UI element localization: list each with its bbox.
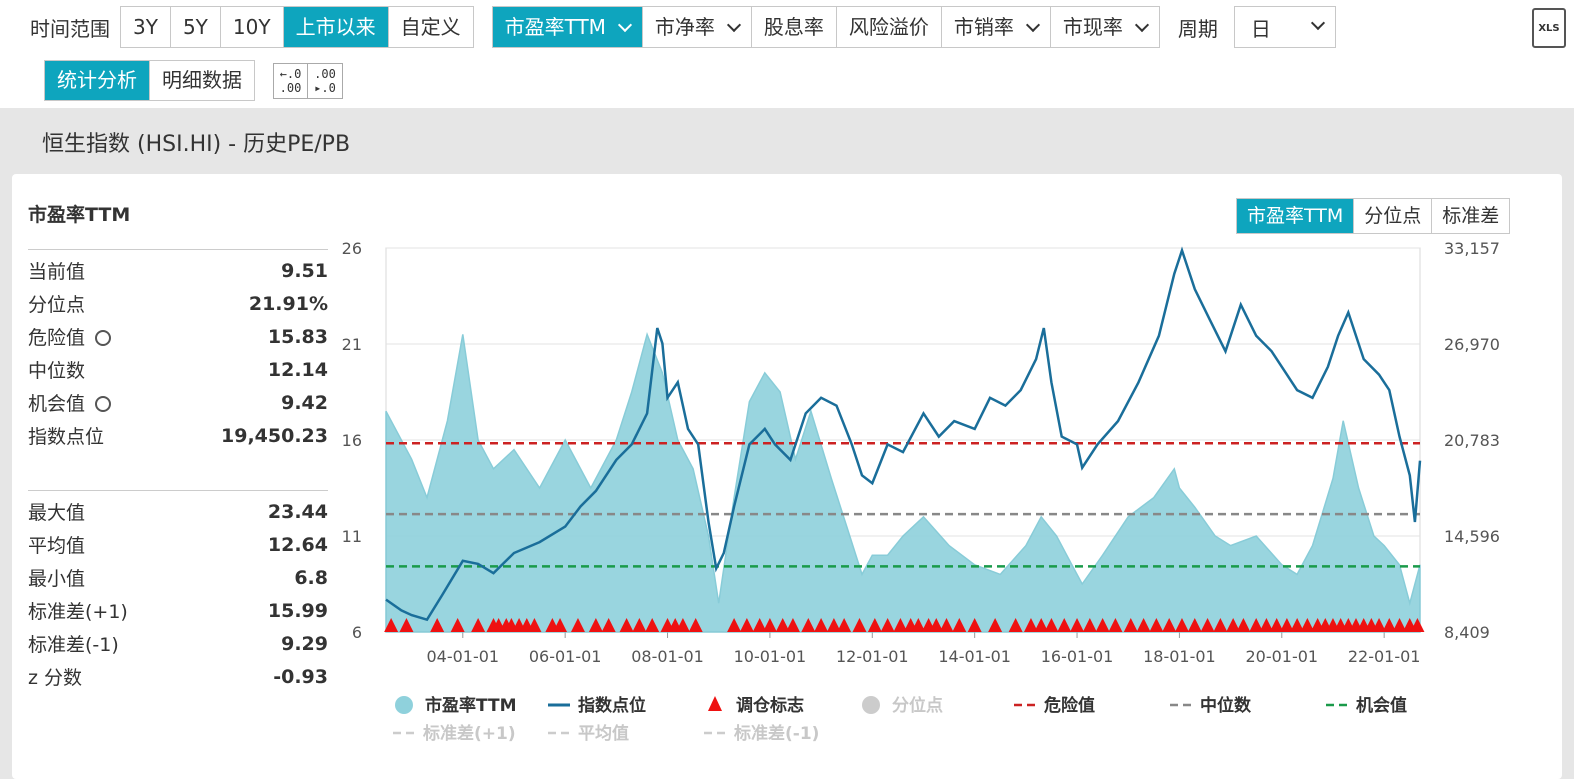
stat-label: 当前值 bbox=[28, 261, 86, 283]
chevron-down-icon bbox=[617, 17, 632, 33]
stat-row: 机会值 9.42 bbox=[28, 386, 328, 419]
tab-percentile[interactable]: 分位点 bbox=[1354, 199, 1433, 233]
range-custom-button[interactable]: 自定义 bbox=[388, 7, 473, 47]
divider bbox=[28, 490, 328, 491]
chart-mode-tabs: 市盈率TTM 分位点 标准差 bbox=[1236, 198, 1511, 234]
chevron-down-icon bbox=[1025, 17, 1040, 33]
range-5y-button[interactable]: 5Y bbox=[170, 7, 221, 47]
stats-title: 市盈率TTM bbox=[28, 204, 131, 226]
stats-group-current: 当前值 9.51 分位点 21.91% 危险值 15.83 中位数 12.14 机会值 9.42 指… bbox=[28, 254, 328, 452]
stat-row: 平均值 12.64 bbox=[28, 528, 328, 561]
metric-risk-premium-button[interactable]: 风险溢价 bbox=[836, 7, 942, 47]
stat-label: 最小值 bbox=[28, 568, 86, 590]
range-since-listing-button[interactable]: 上市以来 bbox=[283, 7, 389, 47]
toolbar-row-1: 时间范围 3Y 5Y 10Y 上市以来 自定义 市盈率TTM 市净率 股息率 风… bbox=[30, 6, 1336, 48]
chevron-down-icon bbox=[726, 17, 741, 33]
increase-decimal-icon[interactable]: .00 ▸.0 bbox=[314, 66, 336, 95]
stat-value: 9.51 bbox=[281, 259, 328, 282]
stat-value: 15.99 bbox=[267, 599, 328, 622]
stat-row: 指数点位 19,450.23 bbox=[28, 419, 328, 452]
stat-value: -0.93 bbox=[273, 665, 328, 688]
page-title: 恒生指数 (HSI.HI) - 历史PE/PB bbox=[42, 132, 351, 157]
view-details-button[interactable]: 明细数据 bbox=[150, 61, 254, 100]
metric-pe-ttm-button[interactable]: 市盈率TTM bbox=[492, 7, 643, 47]
range-selector: 3Y 5Y 10Y 上市以来 自定义 bbox=[120, 6, 474, 48]
view-selector: 统计分析 明细数据 bbox=[44, 60, 255, 101]
stat-value: 15.83 bbox=[267, 325, 328, 348]
decimal-buttons: ←.0.00 .00 ▸.0 bbox=[273, 62, 343, 99]
view-statistics-button[interactable]: 统计分析 bbox=[45, 61, 150, 100]
stat-label: 危险值 bbox=[28, 327, 86, 349]
stat-label: z 分数 bbox=[28, 667, 83, 689]
period-label: 周期 bbox=[1177, 16, 1218, 41]
stat-value: 23.44 bbox=[267, 500, 328, 523]
stat-row: 最大值 23.44 bbox=[28, 495, 328, 528]
stat-label: 最大值 bbox=[28, 502, 86, 524]
stats-group-summary: 最大值 23.44 平均值 12.64 最小值 6.8 标准差(+1) 15.99 标准差(-1… bbox=[28, 495, 328, 693]
metric-pb-button[interactable]: 市净率 bbox=[642, 7, 752, 47]
stat-label: 标准差(+1) bbox=[28, 601, 128, 623]
stat-label: 平均值 bbox=[28, 535, 86, 557]
gear-icon[interactable] bbox=[95, 330, 112, 346]
chevron-down-icon bbox=[1134, 17, 1149, 33]
stat-value: 6.8 bbox=[294, 566, 328, 589]
stat-label: 中位数 bbox=[28, 360, 86, 382]
stat-value: 12.64 bbox=[267, 533, 328, 556]
divider bbox=[28, 249, 328, 250]
stat-row: 分位点 21.91% bbox=[28, 287, 328, 320]
metric-selector: 市盈率TTM 市净率 股息率 风险溢价 市销率 市现率 bbox=[491, 6, 1160, 48]
tab-pe-ttm[interactable]: 市盈率TTM bbox=[1237, 199, 1355, 233]
toolbar: 时间范围 3Y 5Y 10Y 上市以来 自定义 市盈率TTM 市净率 股息率 风… bbox=[0, 0, 1574, 108]
stat-row: z 分数 -0.93 bbox=[28, 660, 328, 693]
stat-value: 9.29 bbox=[281, 632, 328, 655]
stat-value: 12.14 bbox=[267, 358, 328, 381]
stat-row: 危险值 15.83 bbox=[28, 320, 328, 353]
gear-icon[interactable] bbox=[95, 396, 112, 412]
stat-row: 标准差(+1) 15.99 bbox=[28, 594, 328, 627]
decrease-decimal-icon[interactable]: ←.0.00 bbox=[274, 63, 308, 98]
stat-row: 标准差(-1) 9.29 bbox=[28, 627, 328, 660]
stat-value: 19,450.23 bbox=[221, 424, 328, 447]
stat-value: 21.91% bbox=[248, 292, 328, 315]
chevron-down-icon bbox=[1310, 15, 1325, 31]
toolbar-row-2: 统计分析 明细数据 ←.0.00 .00 ▸.0 bbox=[44, 60, 343, 101]
stat-label: 机会值 bbox=[28, 393, 86, 415]
stats-panel: 市盈率TTM 当前值 9.51 分位点 21.91% 危险值 15.83 中位数 12.14 机… bbox=[28, 200, 328, 693]
metric-dividend-button[interactable]: 股息率 bbox=[751, 7, 837, 47]
range-label: 时间范围 bbox=[30, 16, 110, 41]
range-10y-button[interactable]: 10Y bbox=[220, 7, 284, 47]
stat-label: 指数点位 bbox=[28, 426, 105, 448]
stat-row: 中位数 12.14 bbox=[28, 353, 328, 386]
stat-label: 标准差(-1) bbox=[28, 634, 119, 656]
period-select[interactable]: 日 bbox=[1233, 6, 1336, 48]
export-xls-icon[interactable]: XLS bbox=[1532, 8, 1566, 48]
metric-pcf-button[interactable]: 市现率 bbox=[1050, 7, 1159, 47]
stat-row: 当前值 9.51 bbox=[28, 254, 328, 287]
stat-row: 最小值 6.8 bbox=[28, 561, 328, 594]
stat-label: 分位点 bbox=[28, 294, 86, 316]
tab-std-dev[interactable]: 标准差 bbox=[1432, 199, 1510, 233]
metric-ps-button[interactable]: 市销率 bbox=[941, 7, 1051, 47]
stat-value: 9.42 bbox=[281, 391, 328, 414]
range-3y-button[interactable]: 3Y bbox=[121, 7, 171, 47]
